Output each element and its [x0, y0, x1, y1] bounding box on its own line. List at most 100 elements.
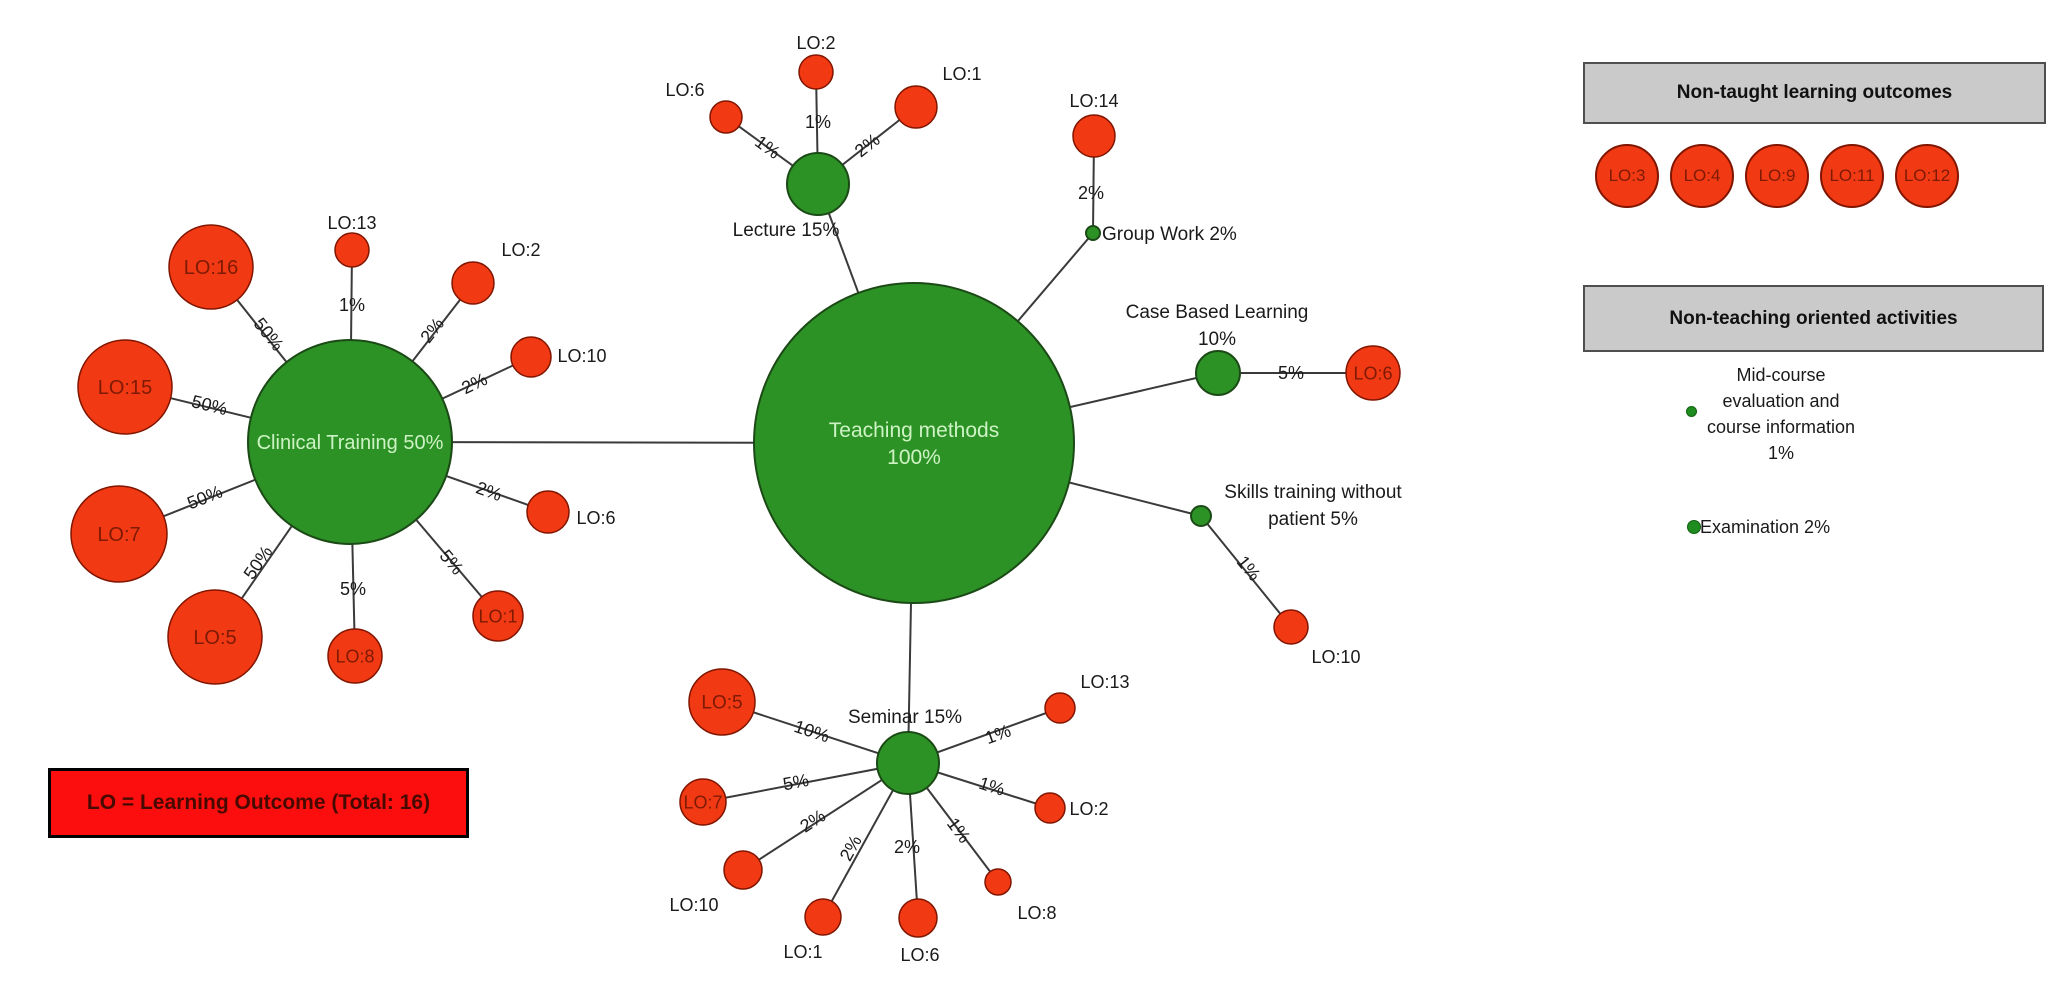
outcome-node-lec-lo2: [798, 54, 834, 90]
non-taught-outcomes-row: LO:3 LO:4 LO:9 LO:11 LO:12: [1595, 144, 1959, 208]
outcome-node-cl-lo5: [167, 589, 263, 685]
outcome-node-cl-lo16: [168, 224, 254, 310]
outcome-node-sem-lo6: [898, 898, 938, 938]
method-node-groupwork: [1085, 225, 1101, 241]
node-label-cl-lo15: LO:15: [98, 377, 152, 399]
legend-outcome-lo11: LO:11: [1820, 144, 1884, 208]
method-node-lecture: [786, 152, 850, 216]
edge-label-lecture-lec-lo1: 2%: [851, 129, 884, 161]
node-label-cbl-lo6: LO:6: [1353, 363, 1392, 383]
edge-label-clinical-cl-lo7: 50%: [184, 481, 225, 513]
node-label-cl-lo7: LO:7: [97, 524, 140, 546]
method-node-clinical: [247, 339, 453, 545]
outcome-node-cl-lo10: [510, 336, 552, 378]
non-teaching-legend-title: Non-teaching oriented activities: [1583, 285, 2044, 352]
mid-course-line-1: Mid-course: [1736, 365, 1826, 385]
legend-outcome-lo12: LO:12: [1895, 144, 1959, 208]
node-label-sem-lo8: LO:8: [1017, 903, 1056, 923]
edge-label-clinical-cl-lo10: 2%: [458, 369, 490, 398]
outcome-node-gw-lo14: [1072, 114, 1116, 158]
edge-label-clinical-cl-lo5: 50%: [240, 542, 277, 583]
node-label-cl-lo16: LO:16: [184, 257, 238, 279]
edge-label-seminar-sem-lo2: 1%: [976, 773, 1007, 800]
edge-label-seminar-sem-lo8: 1%: [943, 814, 975, 847]
edge-label-seminar-sem-lo5: 10%: [792, 716, 832, 746]
edge-seminar-sem-lo10: [742, 762, 909, 871]
node-label-teaching: 100%: [887, 446, 941, 469]
node-label-cbl: 10%: [1198, 329, 1236, 350]
legend-outcome-lo3: LO:3: [1595, 144, 1659, 208]
outcome-node-cl-lo7: [70, 485, 168, 583]
node-label-lec-lo1: LO:1: [942, 64, 981, 84]
node-label-clinical: Clinical Training 50%: [257, 432, 444, 454]
edge-label-clinical-cl-lo13: 1%: [339, 295, 365, 315]
legend-outcome-lo9: LO:9: [1745, 144, 1809, 208]
node-label-sem-lo5: LO:5: [701, 693, 742, 714]
node-label-cl-lo10: LO:10: [557, 346, 606, 366]
node-label-lec-lo6: LO:6: [665, 80, 704, 100]
outcome-node-sem-lo10: [723, 850, 763, 890]
outcome-node-sem-lo7: [679, 778, 727, 826]
outcome-node-sem-lo8: [984, 868, 1012, 896]
mid-course-dot-icon: [1686, 406, 1697, 417]
outcome-node-sem-lo5: [688, 668, 756, 736]
node-label-teaching: Teaching methods: [829, 419, 999, 442]
mid-course-item: Mid-course evaluation and course informa…: [1696, 362, 1866, 466]
node-label-cl-lo8: LO:8: [335, 646, 374, 666]
edge-label-lecture-lec-lo6: 1%: [751, 131, 784, 162]
edge-label-seminar-sem-lo1: 2%: [836, 832, 866, 864]
edge-label-clinical-cl-lo8: 5%: [340, 579, 366, 599]
node-label-cl-lo5: LO:5: [193, 627, 236, 649]
outcome-node-lec-lo6: [709, 100, 743, 134]
node-label-gw-lo14: LO:14: [1069, 91, 1118, 111]
mid-course-line-2: evaluation and: [1722, 391, 1840, 411]
outcome-node-cl-lo6: [526, 490, 570, 534]
examination-item: Examination 2%: [1700, 517, 1831, 537]
node-label-sem-lo10: LO:10: [669, 895, 718, 915]
method-node-cbl: [1195, 350, 1241, 396]
outcome-node-cl-lo8: [327, 628, 383, 684]
method-node-skills: [1190, 505, 1212, 527]
outcome-node-cl-lo2: [451, 261, 495, 305]
edge-skills-sk-lo10: [1200, 515, 1292, 628]
node-label-cl-lo1: LO:1: [478, 606, 517, 626]
node-label-sk-lo10: LO:10: [1311, 647, 1360, 667]
edge-label-seminar-sem-lo7: 5%: [781, 770, 810, 795]
node-label-lecture: Lecture 15%: [733, 220, 840, 241]
outcome-node-lec-lo1: [894, 85, 938, 129]
examination-dot-icon: [1687, 520, 1701, 534]
node-label-sem-lo6: LO:6: [900, 945, 939, 965]
outcome-node-cl-lo1: [472, 590, 524, 642]
outcome-node-sk-lo10: [1273, 609, 1309, 645]
legend-outcome-lo4: LO:4: [1670, 144, 1734, 208]
edge-label-clinical-cl-lo2: 2%: [416, 314, 448, 347]
method-node-seminar: [876, 731, 940, 795]
node-label-skills: Skills training without: [1224, 482, 1402, 503]
edge-label-seminar-sem-lo6: 2%: [894, 837, 920, 857]
edge-label-clinical-cl-lo15: 50%: [190, 391, 230, 419]
node-label-cbl: Case Based Learning: [1126, 302, 1309, 323]
node-label-cl-lo2: LO:2: [501, 240, 540, 260]
non-taught-legend-title: Non-taught learning outcomes: [1583, 62, 2046, 124]
mid-course-line-4: 1%: [1767, 443, 1794, 463]
outcome-node-sem-lo1: [804, 898, 842, 936]
method-node-teaching: [753, 282, 1075, 604]
outcome-node-cl-lo15: [77, 339, 173, 435]
learning-outcome-key: LO = Learning Outcome (Total: 16): [48, 768, 469, 838]
edge-label-seminar-sem-lo13: 1%: [982, 721, 1013, 749]
edge-label-clinical-cl-lo16: 50%: [250, 314, 288, 355]
edge-label-cbl-cbl-lo6: 5%: [1278, 363, 1304, 383]
node-label-sem-lo7: LO:7: [683, 792, 722, 812]
mid-course-line-3: course information: [1706, 417, 1856, 437]
edge-label-skills-sk-lo10: 1%: [1233, 552, 1265, 585]
node-label-lec-lo2: LO:2: [796, 33, 835, 53]
node-label-cl-lo6: LO:6: [576, 508, 615, 528]
edge-label-lecture-lec-lo2: 1%: [805, 112, 831, 132]
outcome-node-cl-lo13: [334, 232, 370, 268]
edge-label-clinical-cl-lo6: 2%: [473, 478, 504, 506]
edge-label-groupwork-gw-lo14: 2%: [1078, 183, 1104, 203]
node-label-seminar: Seminar 15%: [848, 707, 962, 728]
node-label-cl-lo13: LO:13: [327, 213, 376, 233]
